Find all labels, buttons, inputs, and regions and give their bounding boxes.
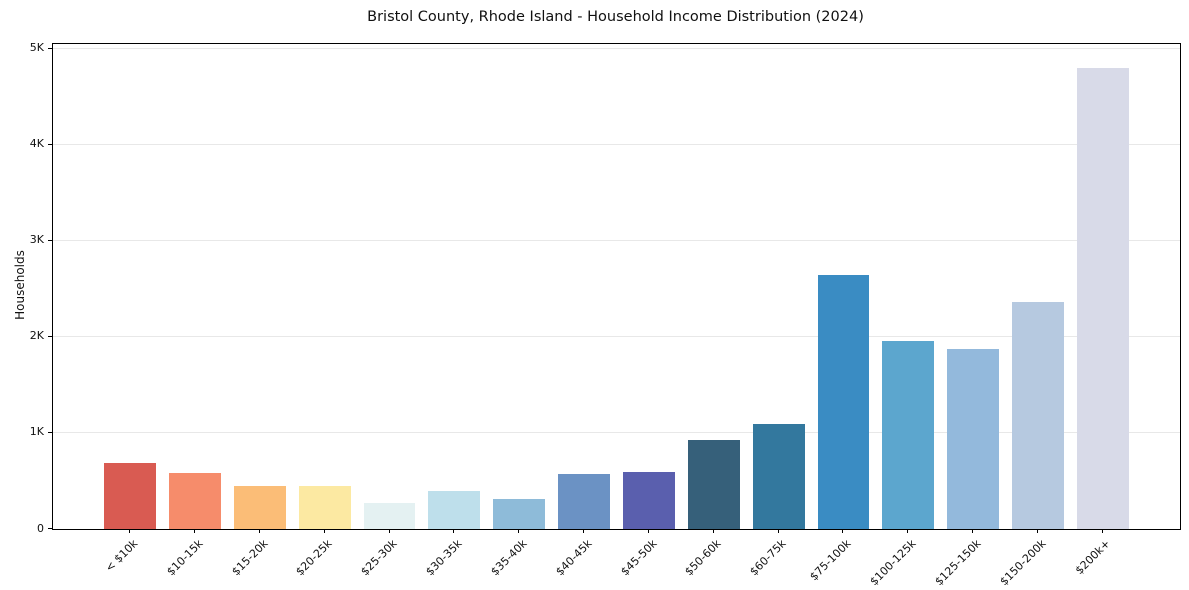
x-tick-label: < $10k — [102, 537, 141, 575]
y-tick-label: 5K — [29, 41, 44, 55]
x-tick-mark — [258, 529, 260, 533]
x-tick-mark — [1036, 529, 1038, 533]
y-tick-label: 0 — [37, 521, 44, 535]
y-tick-mark — [48, 239, 52, 241]
y-tick-label: 3K — [29, 233, 44, 247]
x-tick-label: $10-15k — [163, 537, 206, 579]
x-tick-label: $200k+ — [1073, 537, 1114, 578]
bar-25-30k — [363, 503, 416, 529]
gridline-1K — [53, 432, 1180, 434]
x-tick-label: $60-75k — [747, 537, 789, 579]
x-tick-mark — [518, 529, 520, 533]
bar-30-35k — [428, 490, 481, 529]
y-tick-mark — [48, 431, 52, 433]
x-tick-label: $40-45k — [553, 537, 595, 579]
bar-15-20k — [233, 486, 286, 529]
x-tick-label: $25-30k — [358, 537, 400, 579]
gridline-5K — [53, 48, 1180, 50]
x-tick-label: $20-25k — [293, 537, 335, 579]
bar-125-150k — [947, 349, 1000, 529]
bar-50-60k — [687, 440, 740, 529]
bar-200k — [1076, 68, 1129, 529]
y-tick-mark — [48, 528, 52, 529]
x-tick-label: $30-35k — [423, 537, 465, 579]
x-tick-mark — [972, 529, 974, 533]
x-tick-label: $100-125k — [867, 537, 919, 589]
gridline-4K — [53, 144, 1180, 146]
y-tick-mark — [48, 47, 52, 49]
x-tick-label: $35-40k — [488, 537, 530, 579]
x-tick-mark — [907, 529, 909, 533]
x-tick-mark — [323, 529, 325, 533]
bar-10-15k — [169, 472, 221, 529]
x-tick-mark — [647, 529, 649, 533]
x-tick-mark — [388, 529, 390, 533]
x-tick-label: $45-50k — [617, 537, 660, 579]
x-tick-mark — [842, 529, 844, 533]
plot-area — [52, 43, 1181, 530]
y-tick-mark — [48, 335, 52, 337]
bar-60-75k — [752, 424, 805, 529]
y-tick-label: 4K — [29, 137, 44, 151]
x-tick-label: $150-200k — [997, 537, 1049, 589]
bar-150-200k — [1012, 301, 1064, 529]
y-tick-mark — [48, 143, 52, 145]
bar-35-40k — [493, 498, 546, 529]
y-axis-label: Households — [13, 250, 27, 320]
x-tick-label: $15-20k — [228, 537, 271, 579]
x-tick-mark — [777, 529, 779, 533]
x-tick-mark — [194, 529, 195, 533]
y-tick-label: 1K — [29, 425, 44, 439]
x-tick-label: $125-150k — [932, 537, 984, 589]
chart-title: Bristol County, Rhode Island - Household… — [367, 9, 864, 25]
y-tick-label: 2K — [29, 329, 44, 343]
bar-75-100k — [817, 274, 870, 529]
gridline-2K — [53, 336, 1180, 338]
bar-20-25k — [298, 486, 351, 529]
x-tick-label: $50-60k — [682, 537, 724, 579]
x-tick-mark — [583, 529, 585, 533]
gridline-3K — [53, 240, 1180, 242]
bar-40-45k — [558, 474, 610, 529]
x-tick-mark — [453, 529, 455, 533]
x-tick-mark — [129, 529, 131, 533]
x-tick-mark — [1101, 529, 1103, 533]
x-tick-label: $75-100k — [807, 537, 854, 584]
x-tick-mark — [712, 529, 714, 533]
bar-45-50k — [622, 472, 675, 529]
bar-100-125k — [882, 340, 935, 529]
bar-10k — [104, 462, 157, 529]
